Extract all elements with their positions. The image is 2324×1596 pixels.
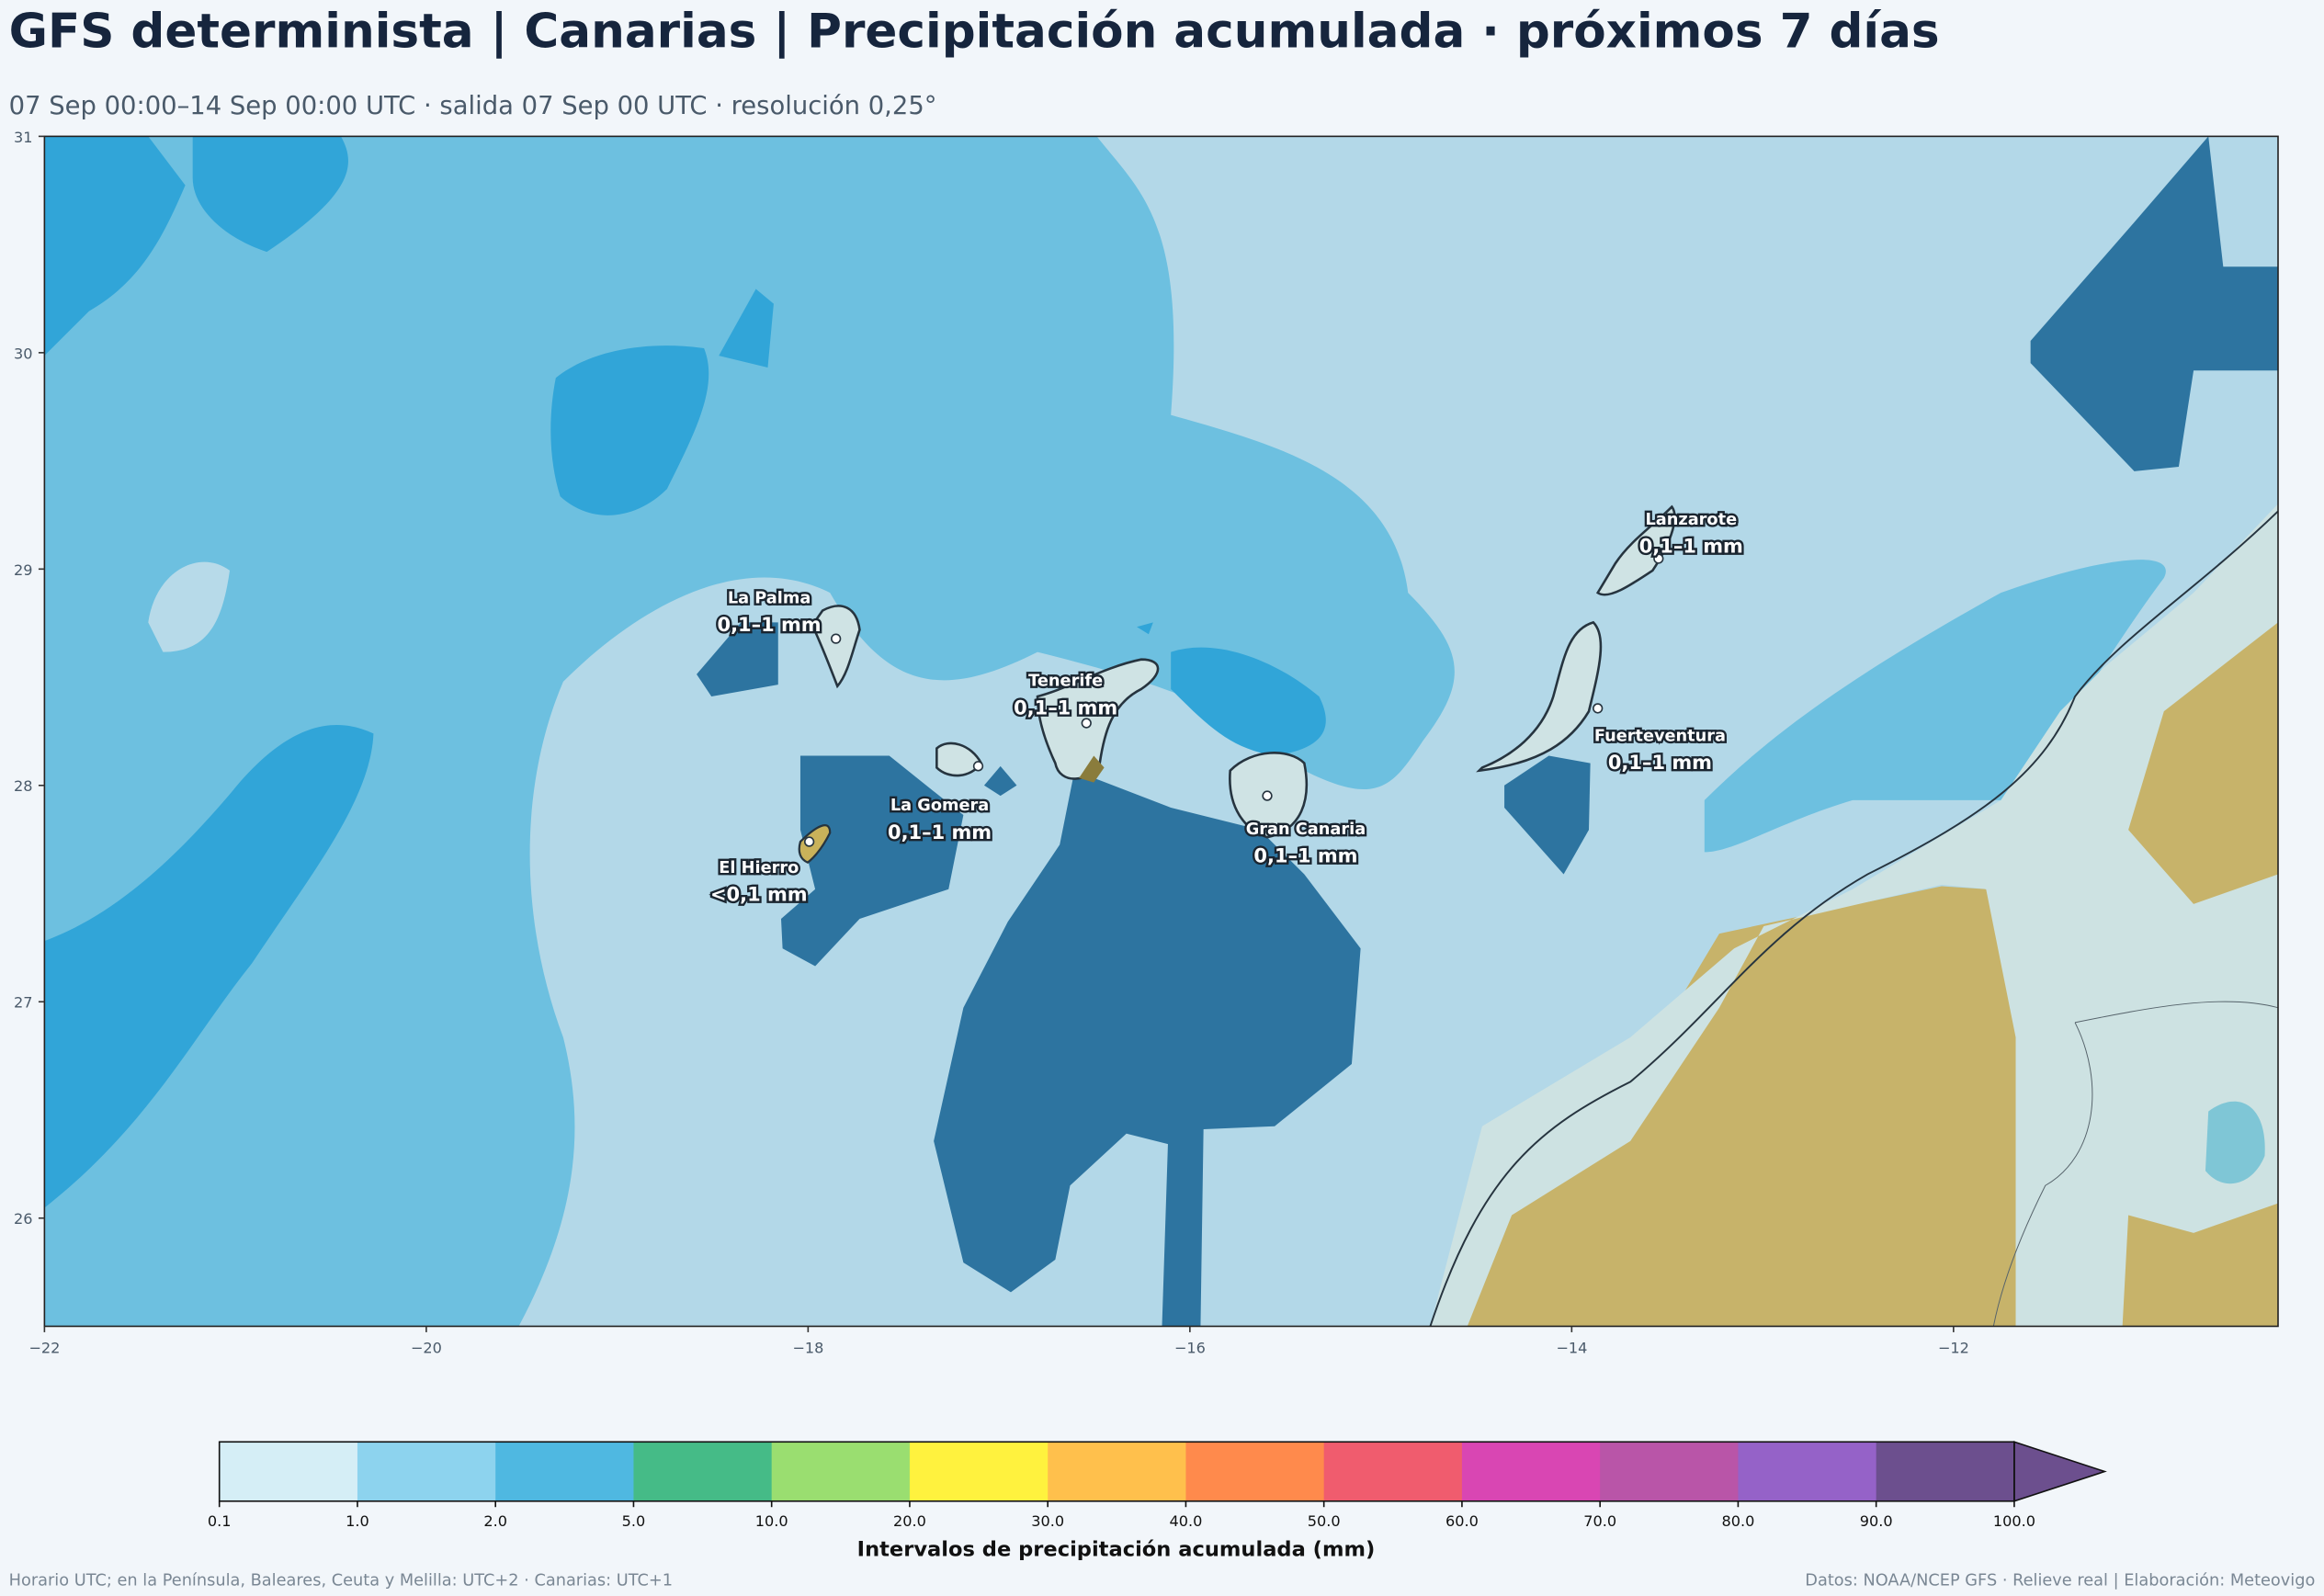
footer-left: Horario UTC; en la Península, Baleares, … [9,1572,673,1590]
colorbar-bin [495,1442,635,1501]
map-frame [43,135,2279,1328]
x-tick-label: −12 [1938,1339,1969,1356]
x-tick-label: −18 [792,1339,823,1356]
colorbar-bin [1048,1442,1187,1501]
subtitle: 07 Sep 00:00–14 Sep 00:00 UTC · salida 0… [9,92,937,120]
colorbar-bin [909,1442,1049,1501]
x-tick-label: −22 [28,1339,60,1356]
colorbar-bin [219,1442,358,1501]
island-name: Lanzarote [1645,511,1737,529]
colorbar-tick-label: 40.0 [1169,1512,1202,1530]
colorbar-tick-label: 10.0 [755,1512,788,1530]
colorbar-bin [1185,1442,1325,1501]
colorbar-bin [1461,1442,1601,1501]
y-tick-label: 27 [14,994,33,1012]
island-dots [803,553,1664,847]
island-precip-label: <0,1 mm [710,884,808,906]
island-precip-label: 0,1–1 mm [1608,752,1712,774]
y-tick-label: 29 [14,561,33,579]
colorbar-tick-label: 70.0 [1583,1512,1616,1530]
x-tick-label: −16 [1174,1339,1206,1356]
colorbar-tick-label: 90.0 [1860,1512,1893,1530]
colorbar-tick-label: 0.1 [208,1512,232,1530]
colorbar-tick-label: 20.0 [893,1512,926,1530]
colorbar-bin [771,1442,911,1501]
colorbar-tick-label: 30.0 [1031,1512,1064,1530]
island-precip-label: 0,1–1 mm [718,614,822,636]
y-tick-label: 28 [14,777,33,795]
island-precip-label: 0,1–1 mm [1253,845,1357,867]
island-name: Gran Canaria [1246,821,1366,839]
footer-right: Datos: NOAA/NCEP GFS · Relieve real | El… [1805,1572,2315,1590]
island-precip-label: 0,1–1 mm [1014,696,1117,719]
colorbar-frame [218,1441,2015,1502]
colorbar-bin [1600,1442,1740,1501]
colorbar-bin [633,1442,773,1501]
colorbar-tick-label: 100.0 [1993,1512,2035,1530]
island-name: Fuerteventura [1594,727,1726,745]
island-precip-label: 0,1–1 mm [888,821,992,843]
x-tick-label: −20 [411,1339,442,1356]
colorbar-bin [357,1442,497,1501]
y-tick-label: 26 [14,1210,33,1228]
colorbar-extend [2013,1441,2107,1502]
island-name: La Palma [728,589,811,607]
colorbar-tick-label: 5.0 [622,1512,646,1530]
colorbar-tick-label: 2.0 [483,1512,507,1530]
colorbar-bin [1323,1442,1463,1501]
colorbar-tick-label: 50.0 [1308,1512,1341,1530]
colorbar-tick-label: 60.0 [1445,1512,1479,1530]
x-tick-label: −14 [1556,1339,1587,1356]
y-tick-label: 30 [14,345,33,362]
island-precip-label: 0,1–1 mm [1639,536,1743,558]
colorbar-bin [1738,1442,1877,1501]
map-area [44,136,2279,1327]
island-name: El Hierro [719,859,799,877]
colorbar-label: Intervalos de precipitación acumulada (m… [857,1537,1376,1561]
colorbar-bin [1876,1442,2015,1501]
colorbar-tick-label: 1.0 [346,1512,369,1530]
island-name: La Gomera [890,797,989,815]
island-name: Tenerife [1028,673,1103,691]
title: GFS determinista | Canarias | Precipitac… [9,5,1940,60]
y-tick-label: 31 [14,129,33,146]
colorbar-tick-label: 80.0 [1721,1512,1754,1530]
